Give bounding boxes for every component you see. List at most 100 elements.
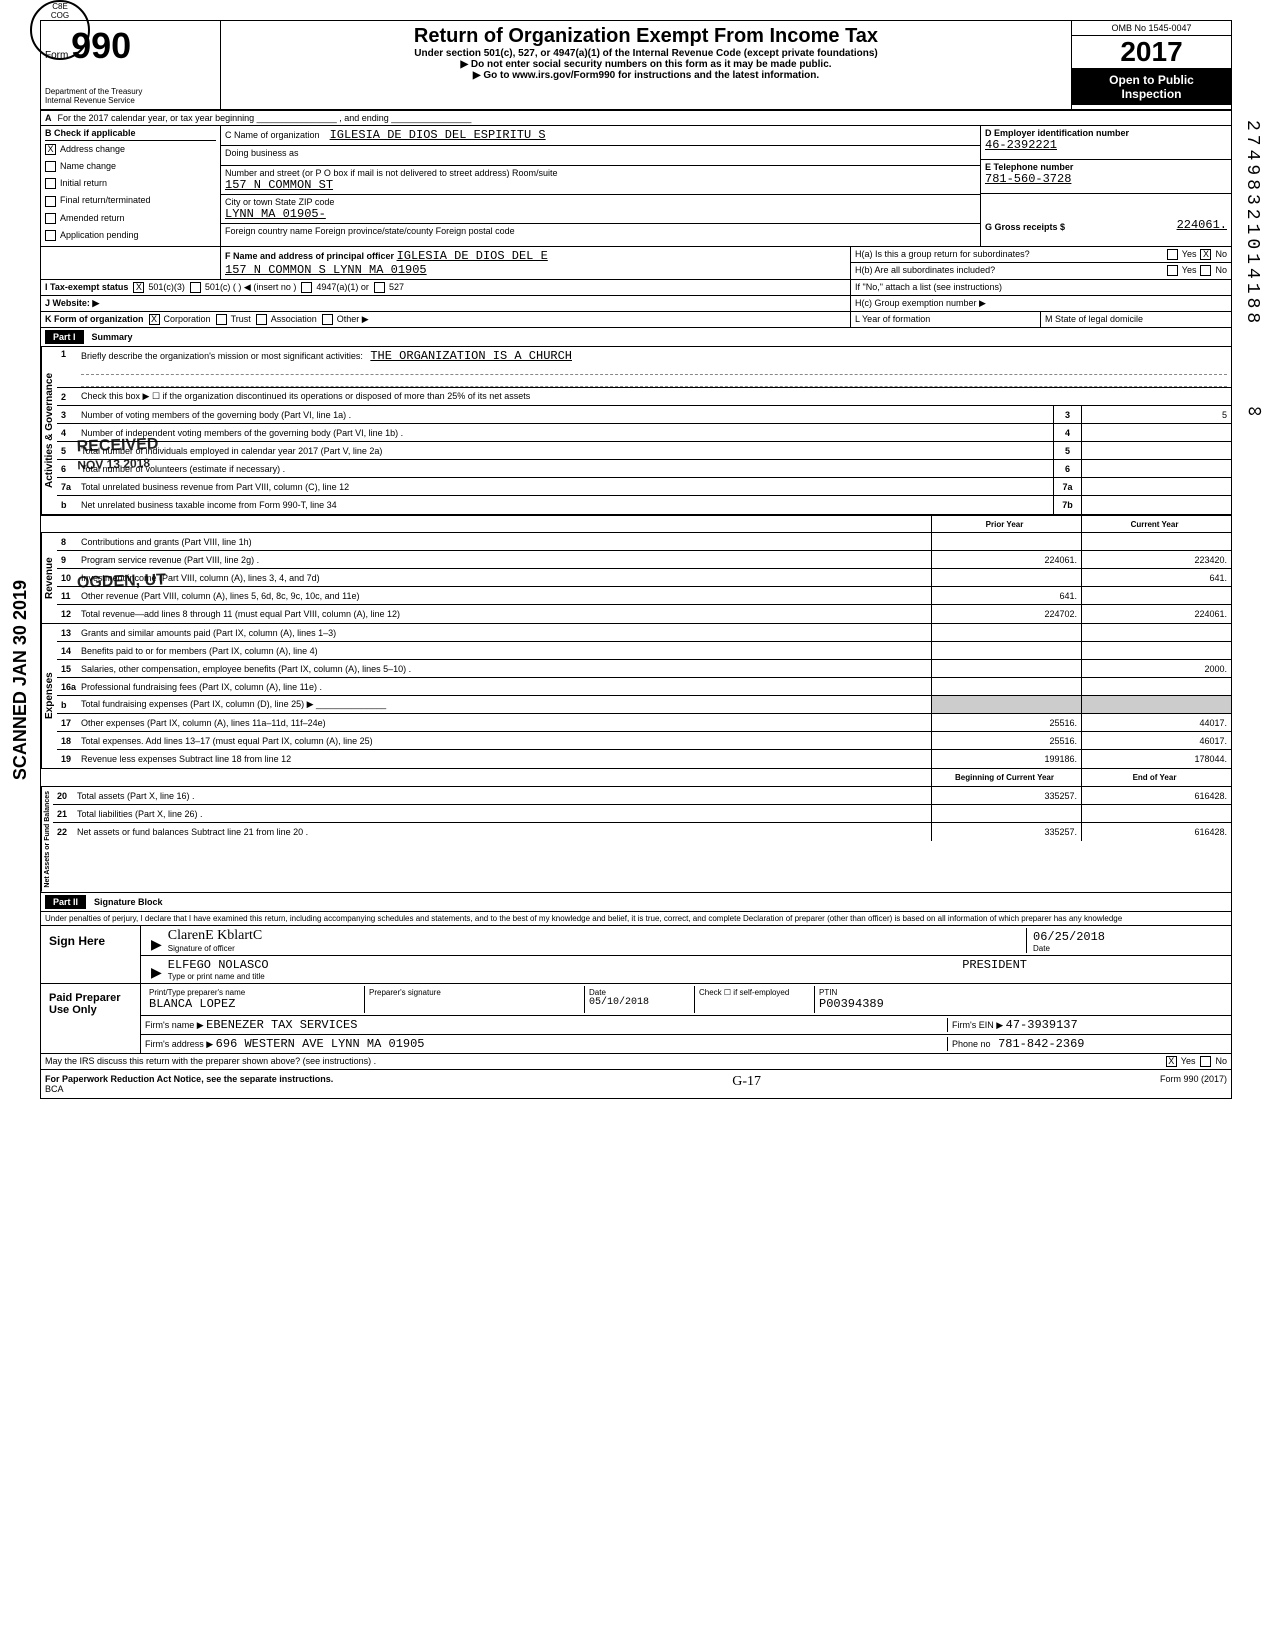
- opt-other: Other ▶: [337, 314, 369, 324]
- cb-initial-return[interactable]: [45, 178, 56, 189]
- dept-irs: Internal Revenue Service: [45, 96, 216, 105]
- line-7b-val: [1081, 496, 1231, 514]
- part-ii-tag: Part II: [45, 895, 86, 909]
- preparer-label: Paid Preparer Use Only: [41, 984, 141, 1053]
- line-12-num: 12: [57, 609, 81, 619]
- cb-501c[interactable]: [190, 282, 201, 293]
- part-i-title: Summary: [92, 332, 133, 342]
- ogden-stamp: OGDEN, UT: [77, 571, 166, 592]
- line-22-text: Net assets or fund balances Subtract lin…: [77, 827, 931, 837]
- form-subtitle: Under section 501(c), 527, or 4947(a)(1)…: [225, 48, 1067, 59]
- h-b-yes[interactable]: [1167, 265, 1178, 276]
- tax-exempt-row: I Tax-exempt status 501(c)(3) 501(c) ( )…: [41, 280, 1231, 296]
- form-header: Form 990 Department of the Treasury Inte…: [41, 21, 1231, 111]
- line-11-curr: [1081, 587, 1231, 604]
- cb-address-change-label: Address change: [60, 144, 125, 154]
- line-21-num: 21: [53, 809, 77, 819]
- netassets-section: Net Assets or Fund Balances 20Total asse…: [41, 787, 1231, 893]
- line-14-num: 14: [57, 646, 81, 656]
- h-a-label: H(a) Is this a group return for subordin…: [855, 249, 1167, 260]
- prep-date-label: Date: [589, 988, 690, 997]
- line-11-text: Other revenue (Part VIII, column (A), li…: [81, 591, 931, 601]
- omb-number: OMB No 1545-0047: [1072, 21, 1231, 36]
- part-ii-header: Part II Signature Block: [41, 893, 1231, 912]
- cb-trust[interactable]: [216, 314, 227, 325]
- sign-here-section: Sign Here ▶ ClarenE KblartC Signature of…: [41, 926, 1231, 984]
- cb-corporation[interactable]: [149, 314, 160, 325]
- c-name-label: C Name of organization: [225, 130, 320, 140]
- ein-value: 46-2392221: [985, 138, 1057, 152]
- perjury-text: Under penalties of perjury, I declare th…: [41, 912, 1231, 926]
- part-i-tag: Part I: [45, 330, 84, 344]
- officer-signature: ClarenE KblartC: [168, 928, 1026, 944]
- line-18-num: 18: [57, 736, 81, 746]
- cb-name-change[interactable]: [45, 161, 56, 172]
- prep-name-label: Print/Type preparer's name: [149, 988, 360, 997]
- h-b-note: If "No," attach a list (see instructions…: [851, 280, 1231, 295]
- org-city: LYNN MA 01905-: [225, 207, 326, 221]
- line-19-prior: 199186.: [931, 750, 1081, 768]
- line-19-num: 19: [57, 754, 81, 764]
- cb-501c3[interactable]: [133, 282, 144, 293]
- dept-treasury: Department of the Treasury: [45, 87, 216, 96]
- line-21-text: Total liabilities (Part X, line 26) .: [77, 809, 931, 819]
- cb-final-return[interactable]: [45, 196, 56, 207]
- discuss-yes-cb[interactable]: [1166, 1056, 1177, 1067]
- officer-title: PRESIDENT: [962, 958, 1027, 972]
- firm-phone: 781-842-2369: [998, 1037, 1084, 1051]
- firm-phone-label: Phone no: [952, 1039, 991, 1049]
- line-20-text: Total assets (Part X, line 16) .: [77, 791, 931, 801]
- cb-amended-label: Amended return: [60, 213, 125, 223]
- sign-date-label: Date: [1033, 944, 1227, 953]
- prior-year-header: Prior Year: [931, 516, 1081, 532]
- line-5-box: 5: [1053, 442, 1081, 459]
- officer-print-name: ELFEGO NOLASCO: [168, 958, 269, 972]
- open-to-public: Open to Public Inspection: [1072, 69, 1231, 105]
- line-13-prior: [931, 624, 1081, 641]
- cb-app-pending[interactable]: [45, 230, 56, 241]
- form-title: Return of Organization Exempt From Incom…: [225, 25, 1067, 48]
- line-8-num: 8: [57, 537, 81, 547]
- line-8-curr: [1081, 533, 1231, 550]
- line-20-prior: 335257.: [931, 787, 1081, 804]
- line-14-curr: [1081, 642, 1231, 659]
- open-line2: Inspection: [1074, 87, 1229, 101]
- bca-label: BCA: [45, 1084, 64, 1094]
- line-6-text: Total number of volunteers (estimate if …: [81, 464, 1053, 474]
- h-a-yes[interactable]: [1167, 249, 1178, 260]
- h-a-no[interactable]: [1200, 249, 1211, 260]
- cb-app-pending-label: Application pending: [60, 230, 139, 240]
- cb-address-change[interactable]: [45, 144, 56, 155]
- form-label: Form: [45, 50, 68, 61]
- cb-assoc[interactable]: [256, 314, 267, 325]
- dba-label: Doing business as: [225, 148, 299, 158]
- line-a: A For the 2017 calendar year, or tax yea…: [41, 111, 1231, 126]
- line-4-val: [1081, 424, 1231, 441]
- ein-label: D Employer identification number: [985, 128, 1129, 138]
- cb-4947[interactable]: [301, 282, 312, 293]
- arrow-icon: ▶: [151, 964, 162, 981]
- line-2-text: Check this box ▶ ☐ if the organization d…: [81, 391, 1231, 402]
- cb-527[interactable]: [374, 282, 385, 293]
- state-domicile-label: M State of legal domicile: [1041, 312, 1231, 327]
- opt-4947: 4947(a)(1) or: [316, 282, 369, 292]
- paid-preparer-section: Paid Preparer Use Only Print/Type prepar…: [41, 984, 1231, 1054]
- line-10-text: Investment income (Part VIII, column (A)…: [81, 573, 931, 583]
- line-12-text: Total revenue—add lines 8 through 11 (mu…: [81, 609, 931, 619]
- cb-amended[interactable]: [45, 213, 56, 224]
- line-11-prior: 641.: [931, 587, 1081, 604]
- cb-other[interactable]: [322, 314, 333, 325]
- line-17-text: Other expenses (Part IX, column (A), lin…: [81, 718, 931, 728]
- line-19-curr: 178044.: [1081, 750, 1231, 768]
- box-b-label: Check if applicable: [54, 128, 136, 138]
- line-9-num: 9: [57, 555, 81, 565]
- line-22-num: 22: [53, 827, 77, 837]
- line-10-curr: 641.: [1081, 569, 1231, 586]
- line-19-text: Revenue less expenses Subtract line 18 f…: [81, 754, 931, 764]
- discuss-no-cb[interactable]: [1200, 1056, 1211, 1067]
- revenue-label: Revenue: [41, 533, 57, 623]
- line-20-curr: 616428.: [1081, 787, 1231, 804]
- h-b-no[interactable]: [1200, 265, 1211, 276]
- form-org-row: K Form of organization Corporation Trust…: [41, 312, 1231, 328]
- line-7a-box: 7a: [1053, 478, 1081, 495]
